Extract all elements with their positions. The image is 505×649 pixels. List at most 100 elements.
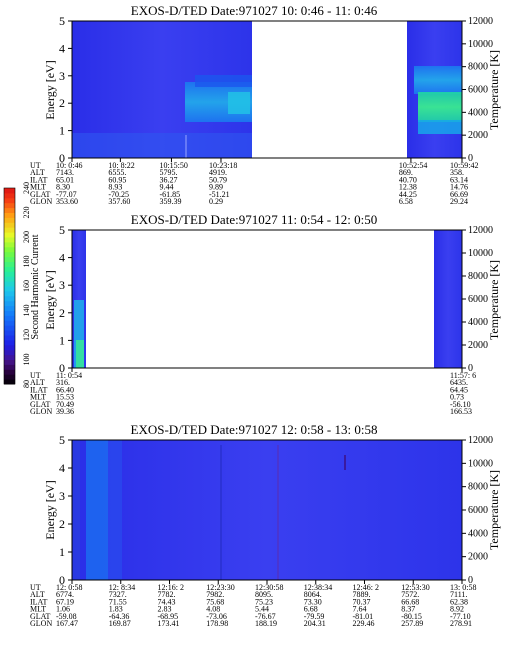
panel-3-table-cell: 2.83 — [158, 605, 172, 614]
panel-3-table-cell: -77.10 — [450, 612, 471, 621]
panel-3-table-cell: 12:30:58 — [255, 583, 283, 592]
panel-3-table-cell: 6774. — [56, 590, 74, 599]
panel-1-table-cell: 66.69 — [450, 190, 468, 199]
colorbar-label: Second Harmonic Current — [30, 234, 41, 339]
panel-2-table-cell: 11:57: 6 — [450, 371, 476, 380]
colorbar-cell — [4, 192, 15, 199]
panel-3-table-cell: -64.36 — [109, 612, 130, 621]
colorbar-cell — [4, 310, 15, 316]
panel-1-y2tick-label: 10000 — [468, 39, 493, 50]
panel-1-y2tick-label: 8000 — [468, 62, 488, 73]
panel-2-ylabel: Energy [eV] — [43, 270, 57, 329]
panel-1-table-cell: 10:52:54 — [399, 161, 427, 170]
panel-1-ytick-label: 2 — [59, 96, 65, 110]
panel-2-table-cell: 64.45 — [450, 385, 468, 394]
panel-1-enhanced-band-d — [414, 66, 462, 94]
panel-1-table-cell: 7143. — [56, 168, 74, 177]
panel-3-table-cell: 4.08 — [206, 605, 220, 614]
panel-3-table-cell: 188.19 — [255, 619, 277, 628]
panel-1-table-cell: 10:59:42 — [450, 161, 478, 170]
panel-1-table-cell: 4919. — [209, 168, 227, 177]
panel-2-table-row-label: UT — [30, 371, 41, 380]
panel-3-table-cell: 12:23:30 — [206, 583, 234, 592]
panel-3-ytick-label: 1 — [59, 545, 65, 559]
panel-1-table-cell: 63.14 — [450, 175, 468, 184]
panel-1-y2tick-label: 6000 — [468, 85, 488, 96]
panel-1-table-cell: -70.25 — [108, 190, 129, 199]
panel-2-ytick-label: 5 — [59, 223, 65, 237]
panel-1-table-cell: 29.24 — [450, 197, 468, 206]
panel-1: EXOS-D/TED Date:971027 10: 0:46 - 11: 0:… — [30, 3, 501, 206]
panel-3-table-cell: 70.37 — [353, 597, 371, 606]
panel-3-table-cell: 75.68 — [206, 597, 224, 606]
panel-1-ytick-label: 5 — [59, 14, 65, 28]
colorbar-cell — [4, 300, 15, 307]
panel-2-table-cell: -56.10 — [450, 400, 471, 409]
colorbar-cell — [4, 276, 15, 282]
panel-1-table-row-label: ALT — [30, 168, 45, 177]
panel-1-y2tick-label: 2000 — [468, 130, 488, 141]
colorbar-cell — [4, 315, 15, 321]
panel-3-table-cell: 7572. — [401, 590, 419, 599]
panel-2-table-row-label: ILAT — [30, 385, 47, 394]
panel-1-enhanced-band-b — [195, 75, 252, 87]
panel-3-table-cell: 12: 8:34 — [109, 583, 135, 592]
panel-3-y2tick-label: 2000 — [468, 552, 488, 563]
panel-3-table-cell: 66.68 — [401, 597, 419, 606]
panel-1-table-cell: 6555. — [108, 168, 126, 177]
colorbar-cell — [4, 241, 15, 248]
panel-1-table-cell: 353.60 — [56, 197, 78, 206]
colorbar-cell — [4, 290, 15, 297]
panel-3-table-cell: 5.44 — [255, 605, 269, 614]
colorbar-cell — [4, 251, 15, 258]
panel-2-y2tick-label: 0 — [468, 363, 473, 374]
panel-1-enhanced-band-e — [418, 92, 462, 122]
panel-2-enhanced-band-b — [76, 340, 84, 368]
panel-3-table-cell: 71.55 — [109, 597, 127, 606]
panel-2-plot-area — [72, 230, 462, 368]
colorbar-cell — [4, 222, 15, 228]
panel-3-table-cell: 1.06 — [56, 605, 70, 614]
panel-3-y2tick-label: 12000 — [468, 435, 493, 446]
panel-3-table-cell: 7889. — [353, 590, 371, 599]
panel-3-enhanced-band-a — [86, 440, 108, 580]
panel-3-table-row-label: MLT — [30, 605, 46, 614]
panel-1-enhanced-band-c — [228, 92, 250, 114]
colorbar-tick-label: 120 — [22, 329, 31, 341]
panel-3-table-cell: 12:53:30 — [401, 583, 429, 592]
panel-3-table-cell: 73.30 — [304, 597, 322, 606]
panel-2-table-cell: 70.49 — [56, 400, 74, 409]
colorbar-tick-label: 160 — [22, 280, 31, 292]
panel-1-ytick-label: 3 — [59, 69, 65, 83]
panel-3-table-cell: 7.64 — [353, 605, 367, 614]
panel-2-y2tick-label: 12000 — [468, 225, 493, 236]
panel-1-y2tick-label: 0 — [468, 153, 473, 164]
panel-1-y2label: Temperature [K] — [487, 50, 501, 130]
panel-3-spectrum-block — [72, 440, 462, 580]
colorbar-tick-label: 100 — [22, 354, 31, 366]
panel-1-table-row-label: UT — [30, 161, 41, 170]
panel-3-table-cell: 278.91 — [450, 619, 472, 628]
panel-1-table-cell: 6.58 — [399, 197, 413, 206]
colorbar-cell — [4, 266, 15, 272]
panel-3-table-row-label: GLAT — [30, 612, 51, 621]
colorbar-cell — [4, 271, 15, 277]
panel-1-table-cell: 10: 0:46 — [56, 161, 82, 170]
panel-3-table-cell: 173.41 — [158, 619, 180, 628]
panel-2-y2tick-label: 2000 — [468, 340, 488, 351]
colorbar-cell — [4, 197, 15, 204]
panel-1-table-cell: 50.79 — [209, 175, 227, 184]
panel-2-table-cell: 15.53 — [56, 393, 74, 402]
panel-2-table-cell: 316. — [56, 378, 70, 387]
panel-1-table-cell: -77.07 — [56, 190, 77, 199]
panel-3-enhanced-band-c — [72, 440, 80, 580]
colorbar-cell — [4, 202, 15, 209]
panel-2-y2tick-label: 8000 — [468, 271, 488, 282]
panel-3-table-row-label: UT — [30, 583, 41, 592]
colorbar-tick-label: 140 — [22, 305, 31, 317]
panel-3-y2tick-label: 8000 — [468, 482, 488, 493]
panel-3-table-cell: -68.95 — [158, 612, 179, 621]
panel-3-table-cell: 75.23 — [255, 597, 273, 606]
panel-3-table-cell: 204.31 — [304, 619, 326, 628]
panel-2-ytick-label: 4 — [59, 251, 65, 265]
